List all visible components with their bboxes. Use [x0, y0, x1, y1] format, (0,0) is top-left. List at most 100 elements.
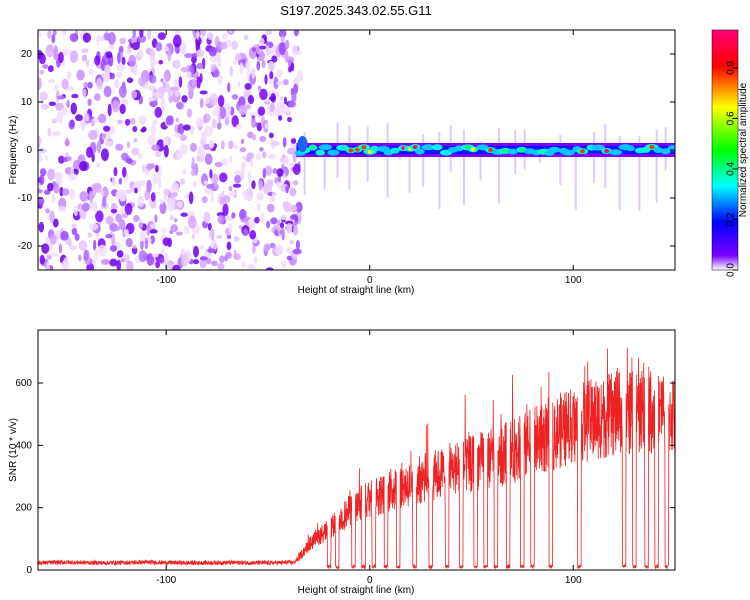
colorbar-tick-label: 0.6 [726, 111, 737, 125]
noise-blob [193, 259, 200, 265]
noise-blob [250, 117, 256, 128]
noise-blob [239, 147, 247, 153]
noise-blob [91, 183, 101, 191]
signal-hotspot-peak [579, 149, 585, 154]
noise-blob [295, 201, 303, 213]
noise-blob [48, 78, 56, 84]
signal-hotspot-peak [502, 148, 508, 153]
noise-blob [71, 223, 76, 229]
noise-blob [231, 94, 239, 100]
noise-blob [278, 41, 287, 55]
noise-blob [286, 222, 293, 234]
noise-blob [273, 230, 279, 236]
noise-blob [249, 229, 257, 240]
spectral-spike [479, 141, 482, 181]
noise-blob [71, 93, 79, 99]
noise-blob [110, 209, 118, 214]
snr-x-axis-label: Height of straight line (km) [298, 585, 415, 596]
colorbar [711, 29, 739, 271]
noise-blob [48, 101, 57, 107]
noise-blob [151, 144, 160, 152]
noise-blob [257, 106, 266, 116]
noise-blob [247, 171, 252, 184]
noise-blob [133, 215, 140, 222]
noise-blob [94, 248, 99, 262]
noise-blob [226, 241, 232, 251]
noise-blob [94, 93, 101, 101]
noise-blob [275, 244, 284, 256]
noise-blob [276, 91, 280, 99]
noise-blob [88, 68, 95, 76]
noise-blob [211, 173, 219, 184]
noise-blob [163, 144, 169, 158]
noise-blob [59, 186, 64, 197]
noise-blob [49, 210, 55, 223]
noise-blob [124, 203, 133, 215]
signal-hotspot-peak [361, 145, 367, 150]
noise-blob [196, 117, 204, 128]
noise-blob [224, 215, 233, 222]
noise-blob [200, 244, 204, 251]
noise-blob [97, 113, 107, 124]
noise-blob [258, 180, 263, 192]
noise-blob [158, 257, 165, 264]
noise-blob [111, 176, 117, 187]
noise-blob [49, 234, 57, 245]
noise-blob [292, 248, 302, 255]
noise-blob [58, 243, 63, 254]
noise-blob [109, 258, 118, 267]
noise-blob [234, 170, 242, 176]
signal-hotspot-peak [310, 145, 316, 150]
noise-blob [47, 127, 51, 137]
noise-blob [155, 42, 163, 52]
noise-blob [65, 137, 69, 147]
y-tick-label: -20 [18, 241, 33, 252]
noise-blob [292, 180, 299, 186]
noise-blob [256, 60, 261, 71]
noise-blob [251, 47, 257, 52]
signal-hotspot-peak [434, 145, 440, 150]
noise-blob [272, 168, 278, 174]
noise-blob [139, 230, 146, 242]
signal-hotspot-peak [519, 147, 525, 152]
noise-blob [38, 30, 42, 38]
noise-blob [201, 132, 207, 143]
noise-blob [78, 240, 88, 251]
noise-blob [120, 191, 127, 202]
noise-blob [103, 71, 111, 83]
noise-blob [220, 158, 229, 166]
noise-blob [268, 61, 275, 71]
signal-hotspot [315, 149, 325, 156]
noise-blob [216, 234, 223, 239]
noise-blob [61, 78, 69, 90]
noise-blob [160, 97, 166, 111]
noise-blob [290, 138, 297, 144]
noise-blob [233, 249, 237, 258]
noise-blob [123, 229, 130, 236]
noise-blob [259, 88, 268, 101]
signal-hotspot [507, 148, 518, 155]
noise-blob [40, 95, 44, 105]
signal-hotspot [626, 145, 635, 152]
noise-blob [42, 64, 49, 69]
noise-blob [291, 92, 297, 103]
spectrogram-plot-area [38, 30, 675, 270]
noise-blob [47, 168, 56, 181]
noise-blob [83, 81, 89, 88]
noise-blob [132, 244, 137, 249]
noise-blob [278, 30, 287, 38]
noise-blob [216, 262, 225, 270]
noise-blob [62, 48, 71, 56]
noise-blob [285, 247, 293, 254]
noise-blob [243, 216, 251, 221]
noise-blob [75, 114, 83, 122]
noise-blob [172, 264, 181, 270]
noise-blob [115, 143, 124, 151]
noise-blob [286, 105, 291, 116]
noise-blob [251, 134, 257, 141]
noise-blob [238, 96, 246, 108]
noise-blob [288, 204, 298, 212]
noise-blob [103, 85, 112, 98]
noise-blob [125, 49, 132, 55]
